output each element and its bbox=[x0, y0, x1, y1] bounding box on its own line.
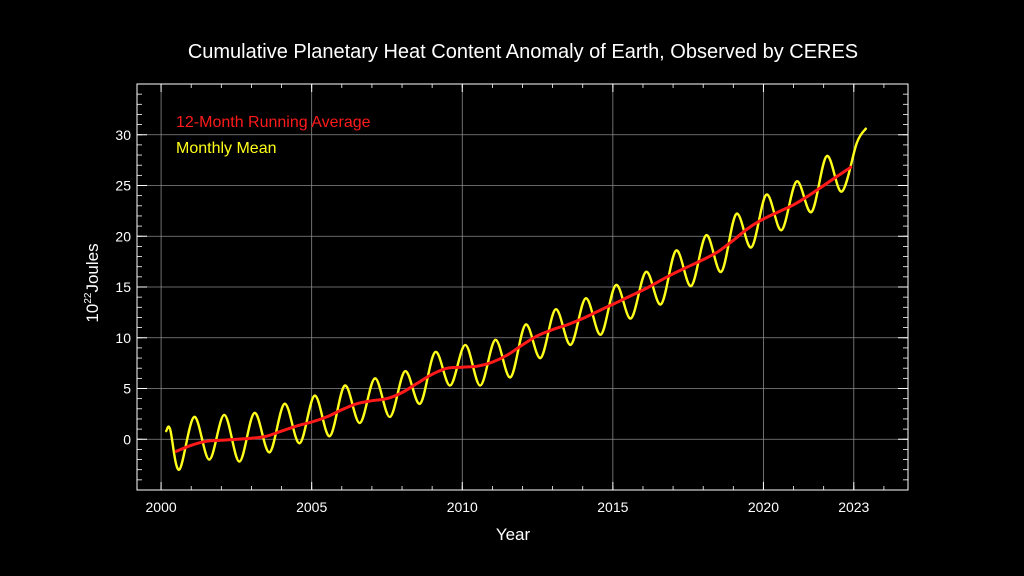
axis-ticks bbox=[137, 83, 908, 491]
x-axis-label: Year bbox=[496, 525, 531, 544]
chart-title: Cumulative Planetary Heat Content Anomal… bbox=[188, 41, 858, 63]
x-tick-label: 2023 bbox=[838, 499, 869, 515]
legend-running-average: 12-Month Running Average bbox=[176, 114, 371, 131]
x-tick-label: 2005 bbox=[296, 499, 327, 515]
y-axis-label-exponent: 22 bbox=[83, 292, 94, 304]
y-tick-label: 30 bbox=[115, 127, 131, 143]
y-tick-label: 15 bbox=[115, 279, 131, 295]
y-tick-label: 25 bbox=[115, 178, 131, 194]
legend-monthly-mean: Monthly Mean bbox=[176, 140, 277, 157]
series-lines bbox=[165, 127, 867, 471]
grid bbox=[137, 84, 908, 490]
tick-labels: 2000 2005 2010 2015 2020 2023 0 5 10 15 20 25 30 bbox=[115, 127, 869, 515]
y-tick-label: 10 bbox=[115, 330, 131, 346]
y-axis-label: 1022Joules bbox=[83, 243, 102, 322]
x-tick-label: 2000 bbox=[146, 499, 177, 515]
y-tick-label: 5 bbox=[123, 381, 131, 397]
x-tick-label: 2015 bbox=[597, 499, 628, 515]
y-tick-label: 0 bbox=[123, 431, 131, 447]
running-average-line bbox=[174, 165, 853, 453]
y-axis-label-base: 10 bbox=[83, 304, 102, 323]
y-tick-label: 20 bbox=[115, 228, 131, 244]
y-axis-label-unit: Joules bbox=[83, 243, 102, 292]
x-tick-label: 2020 bbox=[748, 499, 779, 515]
plot-frame bbox=[136, 83, 909, 491]
monthly-mean-line bbox=[165, 127, 867, 471]
x-tick-label: 2010 bbox=[447, 499, 478, 515]
